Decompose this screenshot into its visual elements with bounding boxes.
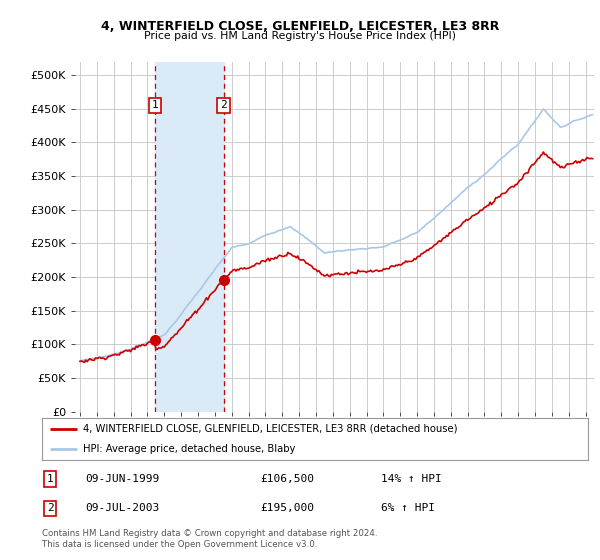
- Text: £106,500: £106,500: [260, 474, 314, 484]
- Bar: [155, 62, 224, 412]
- Text: 1: 1: [47, 474, 53, 484]
- Text: £195,000: £195,000: [260, 503, 314, 514]
- Text: HPI: Average price, detached house, Blaby: HPI: Average price, detached house, Blab…: [83, 444, 295, 454]
- Text: 1: 1: [151, 100, 158, 110]
- Text: 09-JUN-1999: 09-JUN-1999: [86, 474, 160, 484]
- Text: 14% ↑ HPI: 14% ↑ HPI: [380, 474, 441, 484]
- Text: Contains HM Land Registry data © Crown copyright and database right 2024.
This d: Contains HM Land Registry data © Crown c…: [42, 529, 377, 549]
- Text: Price paid vs. HM Land Registry's House Price Index (HPI): Price paid vs. HM Land Registry's House …: [144, 31, 456, 41]
- Text: 4, WINTERFIELD CLOSE, GLENFIELD, LEICESTER, LE3 8RR (detached house): 4, WINTERFIELD CLOSE, GLENFIELD, LEICEST…: [83, 424, 457, 434]
- Text: 6% ↑ HPI: 6% ↑ HPI: [380, 503, 434, 514]
- Text: 09-JUL-2003: 09-JUL-2003: [86, 503, 160, 514]
- Text: 4, WINTERFIELD CLOSE, GLENFIELD, LEICESTER, LE3 8RR: 4, WINTERFIELD CLOSE, GLENFIELD, LEICEST…: [101, 20, 499, 33]
- Text: 2: 2: [220, 100, 227, 110]
- Text: 2: 2: [47, 503, 53, 514]
